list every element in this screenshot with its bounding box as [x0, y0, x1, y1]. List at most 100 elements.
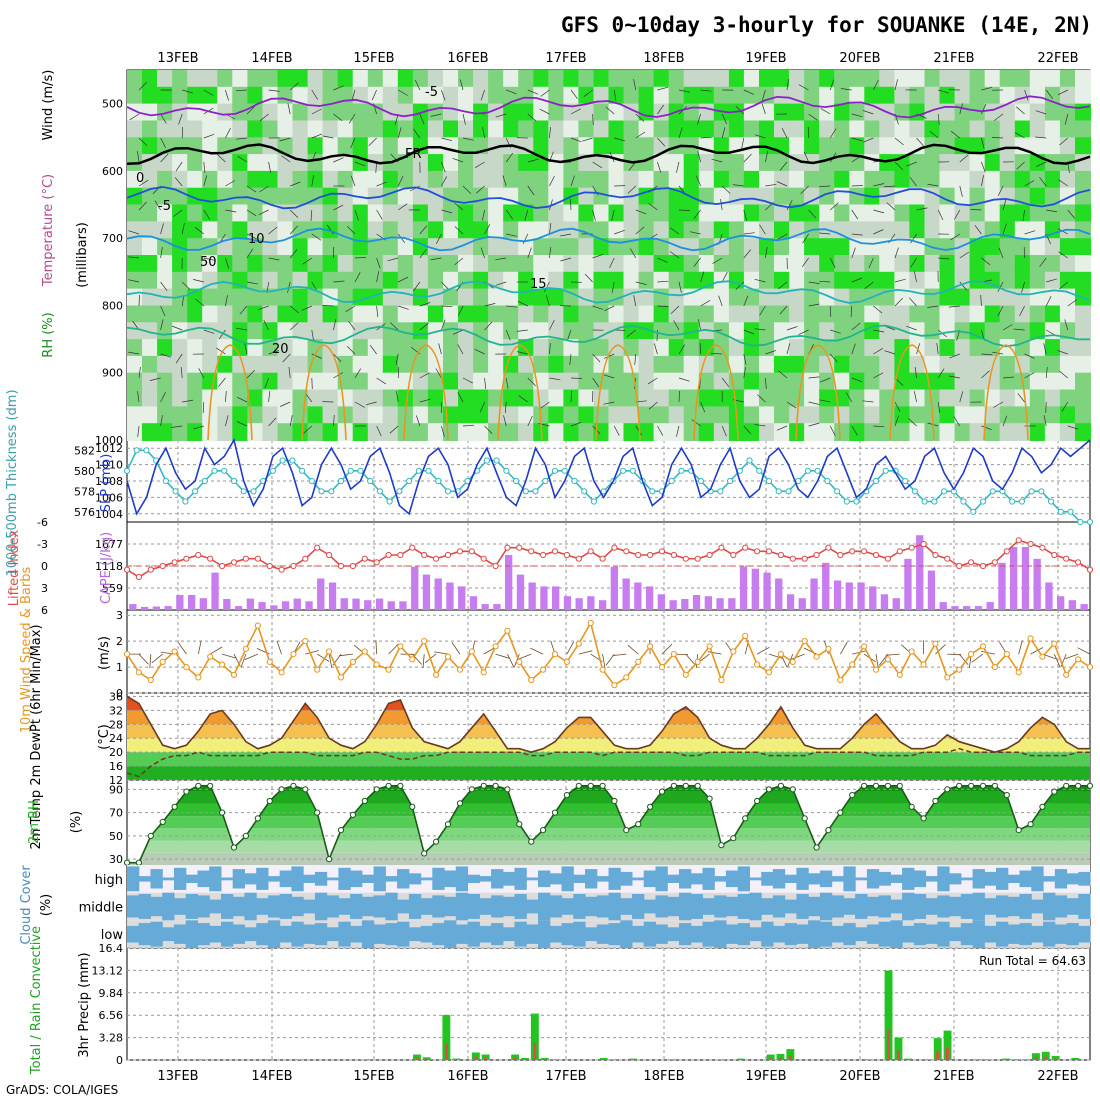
rh2m-point — [849, 792, 856, 799]
rh-cell — [262, 322, 279, 341]
cloud-cell — [655, 866, 668, 892]
wind-barb — [333, 319, 337, 331]
rh-cell — [804, 305, 821, 324]
rh-cell — [1075, 255, 1091, 273]
lifted-tick: -3 — [37, 538, 48, 551]
rh-cell — [774, 255, 790, 273]
rh-cell — [322, 322, 339, 341]
rh-cell — [743, 187, 760, 206]
cape-bar — [129, 604, 137, 610]
rh-cell — [202, 355, 219, 374]
rh-cell — [1059, 70, 1076, 88]
rh-cell — [307, 389, 324, 408]
cloud-cell — [831, 895, 844, 918]
rh-cell — [728, 170, 745, 189]
rh-cell — [337, 339, 354, 357]
rh-cell — [909, 120, 926, 139]
rh-cell — [804, 255, 821, 273]
wind-speed-point — [968, 651, 975, 658]
wind-barb — [894, 79, 898, 91]
lifted-point — [385, 551, 392, 559]
rh-cell — [698, 355, 715, 374]
precip-total-bar — [1051, 1055, 1060, 1060]
rh-cell — [909, 389, 926, 408]
rh-cell — [352, 204, 369, 223]
rh-cell — [202, 271, 219, 290]
precip-total-bar — [481, 1054, 490, 1060]
wind-barb — [311, 353, 322, 359]
wind-barb — [246, 281, 258, 285]
wind-barb — [462, 185, 472, 194]
cloud-cell — [737, 923, 750, 946]
thickness-point — [386, 498, 393, 505]
wind-speed-point — [456, 666, 463, 673]
rh-cell — [172, 170, 189, 189]
rh-cell — [142, 423, 158, 441]
precip-convective-bar — [1005, 1059, 1008, 1060]
rh-cell — [984, 154, 1001, 172]
date-label-bottom: 15FEB — [353, 1069, 394, 1084]
rh-cell — [924, 355, 941, 374]
rh-cell — [834, 288, 851, 307]
rh-cell — [683, 103, 700, 122]
ylabel-slp: SLP (mb) — [99, 454, 114, 513]
cape-bar — [810, 578, 818, 610]
rh-cell — [894, 238, 911, 256]
rh-cell — [759, 322, 775, 341]
rh-cell — [698, 372, 715, 391]
rh-cell — [879, 255, 896, 273]
wind-speed-point — [991, 664, 999, 671]
rh-cell — [894, 288, 911, 307]
rh-cell — [427, 339, 444, 357]
wind-barb — [348, 320, 356, 331]
rh2m-point — [516, 821, 523, 828]
rh-cell — [142, 221, 158, 240]
rh-cell — [382, 322, 399, 341]
rh-cell — [563, 86, 580, 105]
wind-barb — [697, 113, 701, 125]
cloud-cell — [326, 877, 339, 881]
wind-barb — [786, 200, 793, 211]
rh-cell — [728, 154, 745, 172]
rh-cell — [924, 305, 941, 324]
wind-barb — [540, 401, 550, 409]
wind-barb — [138, 653, 149, 665]
rh-cell — [819, 271, 836, 290]
rh-cell — [187, 389, 204, 408]
credit-label: GrADS: COLA/IGES — [6, 1083, 118, 1097]
rh-cell — [427, 120, 444, 139]
wind-barb — [1039, 177, 1047, 187]
rh-cell — [759, 221, 775, 240]
thickness-point — [328, 488, 335, 495]
rh-cell — [969, 255, 986, 273]
rh-cell — [804, 271, 821, 290]
rh-cell — [608, 423, 625, 441]
rh-cell — [969, 406, 986, 425]
cape-bar — [763, 572, 771, 610]
rh-cell — [668, 221, 685, 240]
rh2m-point — [278, 786, 285, 793]
wind-barb — [981, 257, 991, 266]
rh-cell — [443, 355, 459, 374]
date-label-top: 19FEB — [745, 51, 786, 66]
rh-cell — [864, 339, 881, 357]
cloud-cell — [361, 920, 375, 948]
cloud-cell — [455, 892, 469, 921]
rh-cell — [1029, 305, 1046, 324]
wind-barb — [592, 305, 604, 310]
wind-tick: 0 — [116, 687, 123, 700]
wind-barb — [894, 247, 899, 259]
rh-cell — [608, 103, 625, 122]
wind-barb — [798, 329, 809, 336]
wind-barb — [635, 209, 647, 215]
lifted-point — [314, 544, 321, 551]
precip-convective-bar — [1044, 1056, 1048, 1060]
cloud-cell — [784, 899, 797, 914]
rh-cell — [548, 70, 565, 88]
run-total-label: Run Total = 64.63 — [979, 954, 1086, 968]
wind-barb — [1030, 647, 1044, 655]
precip-convective-bar — [454, 1059, 458, 1060]
rh-cell — [563, 339, 580, 357]
rh-cell — [834, 305, 851, 324]
wind-barb — [937, 401, 941, 413]
